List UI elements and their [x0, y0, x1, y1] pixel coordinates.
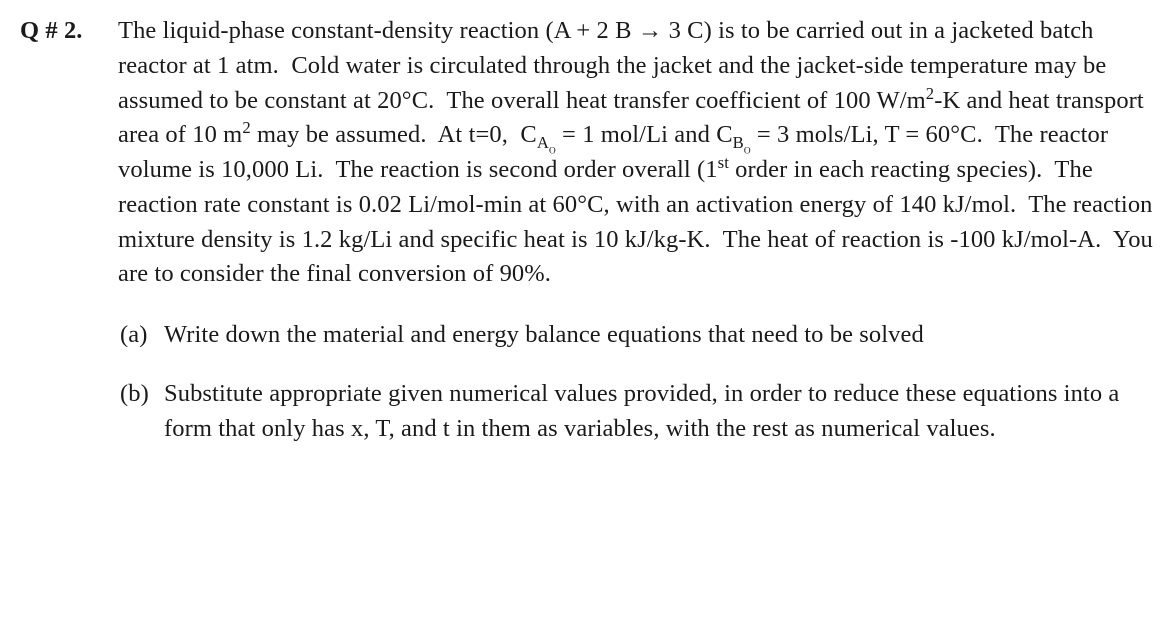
subpart-b-label: (b) [120, 377, 164, 412]
subpart-a-row: (a) Write down the material and energy b… [118, 318, 1155, 353]
question-body: The liquid-phase constant-density reacti… [118, 14, 1155, 292]
subpart-a-label: (a) [120, 318, 164, 353]
question-row: Q # 2. The liquid-phase constant-density… [20, 14, 1155, 471]
question-label: Q # 2. [20, 14, 118, 49]
subpart-b-text: Substitute appropriate given numerical v… [164, 377, 1155, 447]
subpart-a-text: Write down the material and energy balan… [164, 318, 1155, 353]
question-body-container: The liquid-phase constant-density reacti… [118, 14, 1155, 471]
subpart-b-row: (b) Substitute appropriate given numeric… [118, 377, 1155, 447]
problem-page: Q # 2. The liquid-phase constant-density… [0, 0, 1175, 491]
